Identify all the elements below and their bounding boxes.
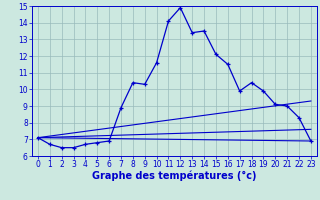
X-axis label: Graphe des températures (°c): Graphe des températures (°c) <box>92 171 257 181</box>
